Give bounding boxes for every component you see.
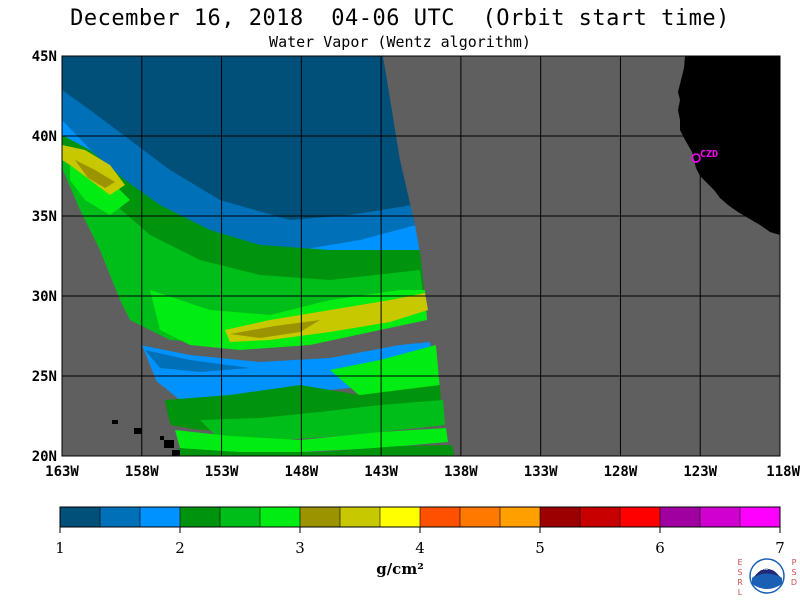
lon-tick-label: 133W (524, 464, 558, 480)
colorbar-swatch (580, 507, 621, 527)
colorbar-swatch (700, 507, 741, 527)
swath-band-1 (62, 56, 418, 248)
colorbar-swatch (620, 507, 661, 527)
colorbar-swatch (60, 507, 101, 527)
map-subtitle: Water Vapor (Wentz algorithm) (269, 33, 531, 51)
noaa-emblem-icon: NOAA (749, 558, 785, 594)
colorbar-tick-label: 3 (295, 539, 305, 557)
lat-tick-label: 25N (32, 369, 57, 385)
colorbar-swatch (340, 507, 381, 527)
lat-tick-label: 35N (32, 209, 57, 225)
station-marker: CZD (691, 149, 718, 163)
lon-tick-label: 153W (205, 464, 239, 480)
map-frame (61, 55, 781, 457)
logo-emblem-text: NOAA (760, 566, 775, 572)
colorbar-tick-label: 5 (535, 539, 545, 557)
colorbar-swatch (540, 507, 581, 527)
colorbar-tick-label: 2 (175, 539, 185, 557)
island (112, 420, 118, 424)
logo-letter: D (790, 578, 798, 587)
swath-band-9 (75, 160, 115, 188)
lon-tick-label: 118W (766, 464, 800, 480)
colorbar-swatch (220, 507, 261, 527)
land-mass (678, 56, 780, 235)
no-data-region-east (383, 56, 780, 456)
swath-band-17 (175, 428, 448, 454)
colorbar-swatch (660, 507, 701, 527)
logo-letter: S (791, 568, 797, 577)
latitude-labels: 20N 25N 30N 35N 40N 45N (32, 49, 57, 465)
colorbar (59, 506, 781, 528)
lat-tick-label: 40N (32, 129, 57, 145)
lon-tick-label: 148W (284, 464, 318, 480)
island (134, 428, 142, 434)
colorbar-swatch (740, 507, 781, 527)
no-data-region-west (62, 168, 180, 456)
lat-tick-label: 30N (32, 289, 57, 305)
colorbar-tick-labels: 1 2 3 4 5 6 7 (55, 527, 785, 557)
colorbar-swatch (260, 507, 301, 527)
logo-letter: S (737, 568, 743, 577)
station-ring-icon (691, 153, 701, 163)
colorbar-swatch (100, 507, 141, 527)
island (172, 450, 180, 456)
swath-band-18 (178, 445, 454, 456)
island (160, 436, 164, 440)
logo-letter: P (791, 558, 797, 567)
colorbar-tick-label: 4 (415, 539, 425, 557)
swath-band-14 (330, 345, 440, 400)
lat-tick-label: 45N (32, 49, 57, 65)
colorbar-swatch (460, 507, 501, 527)
colorbar-swatch (380, 507, 421, 527)
logo-letter: R (737, 578, 743, 587)
logo-letter: E (737, 558, 743, 567)
colorbar-tick-label: 1 (55, 539, 65, 557)
longitude-labels: 163W 158W 153W 148W 143W 138W 133W 128W 123W 118W (45, 464, 800, 480)
station-label: CZD (700, 149, 718, 160)
swath-band-16 (200, 400, 445, 440)
lon-tick-label: 138W (444, 464, 478, 480)
swath-band-13 (145, 350, 250, 372)
map-title: December 16, 2018 04-06 UTC (Orbit start… (70, 6, 730, 31)
swath-band-2 (62, 90, 418, 270)
logo-letter: L (737, 588, 743, 597)
colorbar-swatch (420, 507, 461, 527)
lon-tick-label: 128W (604, 464, 638, 480)
lon-tick-label: 123W (683, 464, 717, 480)
colorbar-tick-label: 7 (775, 539, 785, 557)
colorbar-swatch (300, 507, 341, 527)
lon-tick-label: 163W (45, 464, 79, 480)
lon-tick-label: 158W (125, 464, 159, 480)
colorbar-swatch (140, 507, 181, 527)
swath-band-11 (230, 320, 320, 338)
colorbar-tick-label: 6 (655, 539, 665, 557)
island (164, 440, 174, 448)
lat-tick-label: 20N (32, 449, 57, 465)
colorbar-swatch (180, 507, 221, 527)
satellite-swath (62, 56, 454, 456)
colorbar-swatch (500, 507, 541, 527)
lon-tick-label: 143W (364, 464, 398, 480)
colorbar-unit: g/cm² (376, 560, 424, 578)
